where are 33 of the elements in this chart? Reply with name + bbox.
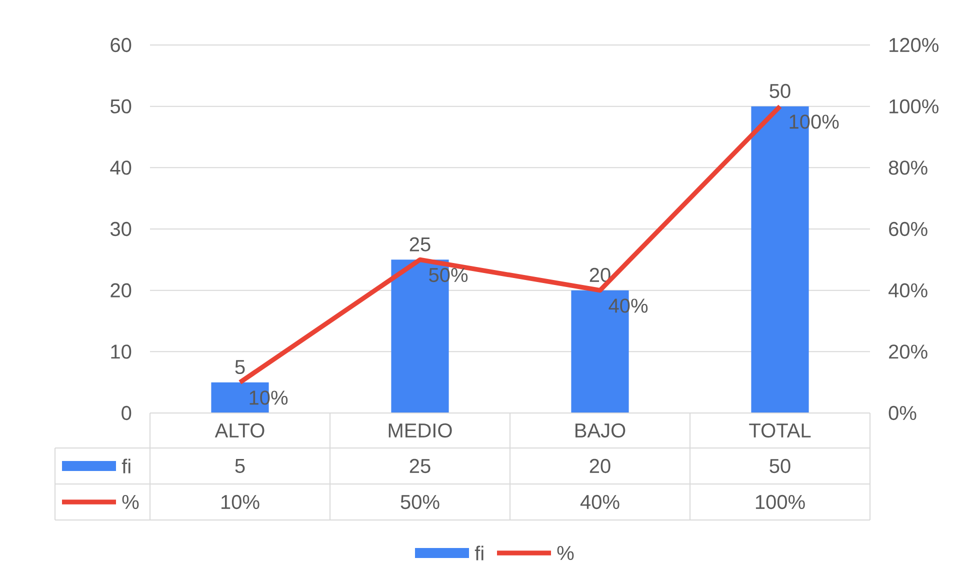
x-tick-label: MEDIO xyxy=(388,423,452,438)
data-label: 20 xyxy=(590,458,610,474)
data-label: 100% xyxy=(756,494,805,510)
data-label: 5 xyxy=(235,459,245,473)
x-tick-label: TOTAL xyxy=(749,423,811,438)
y2-tick-label: 60% xyxy=(889,222,928,236)
x-tick-label: ALTO xyxy=(214,423,264,438)
y-tick-label: 10 xyxy=(111,344,132,359)
y2-tick-label: 80% xyxy=(888,160,928,175)
y2-tick-label: 120% xyxy=(890,38,938,52)
y2-tick-label: 20% xyxy=(889,344,928,359)
data-label: 10% xyxy=(222,494,260,510)
y-tick-label: 0 xyxy=(122,406,132,420)
y-tick-label: 50 xyxy=(110,99,132,114)
legend-label: % xyxy=(122,495,139,510)
data-label: 40% xyxy=(580,494,620,510)
y-tick-label: 30 xyxy=(110,222,132,236)
data-label: 25 xyxy=(410,458,430,474)
y-tick-label: 60 xyxy=(110,38,132,52)
text: 25 xyxy=(410,237,430,252)
y2-tick-label: 0% xyxy=(888,406,916,420)
text: 50 xyxy=(770,84,790,98)
y-tick-label: 20 xyxy=(110,283,132,298)
data-label: 50% xyxy=(400,494,440,510)
y2-tick-label: 100% xyxy=(890,99,938,114)
y-tick-label: 40 xyxy=(110,160,132,175)
text: 5 xyxy=(235,360,245,374)
legend-label: fi xyxy=(122,458,130,474)
data-label: 50 xyxy=(770,458,790,474)
y2-tick-label: 40% xyxy=(888,283,928,298)
text: % xyxy=(557,546,574,560)
x-tick-label: BAJO xyxy=(576,423,626,438)
text: fi xyxy=(474,546,484,560)
